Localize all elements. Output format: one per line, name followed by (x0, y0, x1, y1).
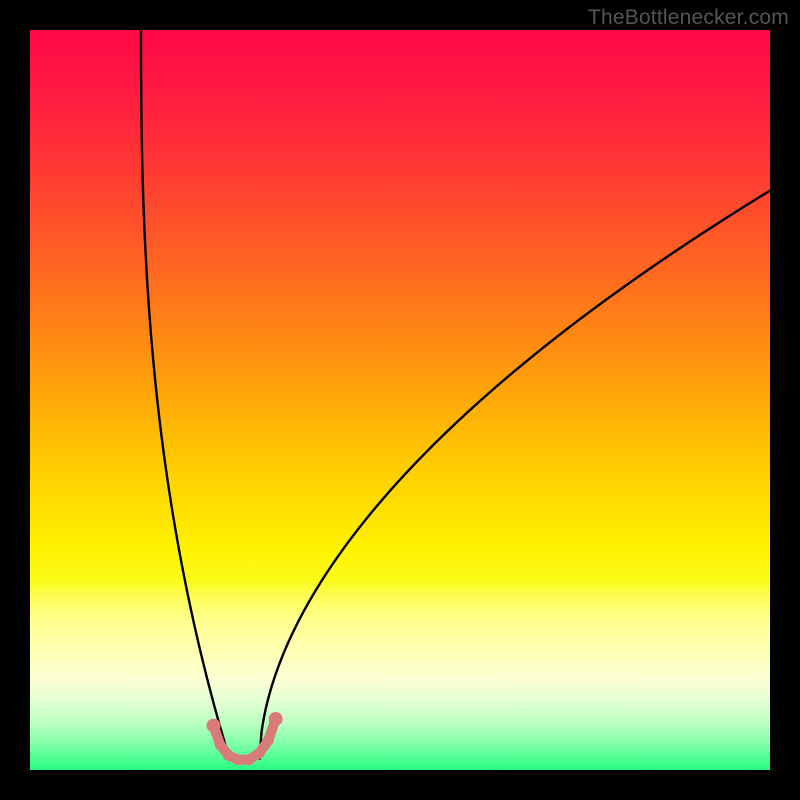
valley-marker-dot (263, 735, 274, 746)
valley-marker-dot (207, 719, 221, 733)
valley-marker-dot (254, 747, 265, 758)
curve-overlay (0, 0, 800, 800)
valley-marker-dot (223, 750, 234, 761)
bottleneck-curve-right (259, 191, 770, 760)
bottleneck-curve-left (141, 30, 230, 760)
valley-marker-dot (244, 754, 255, 765)
watermark-text: TheBottlenecker.com (588, 6, 789, 30)
chart-container: TheBottlenecker.com (0, 0, 800, 800)
valley-marker-dot (215, 739, 226, 750)
valley-marker-dot (269, 712, 283, 726)
valley-marker-dot (232, 754, 243, 765)
